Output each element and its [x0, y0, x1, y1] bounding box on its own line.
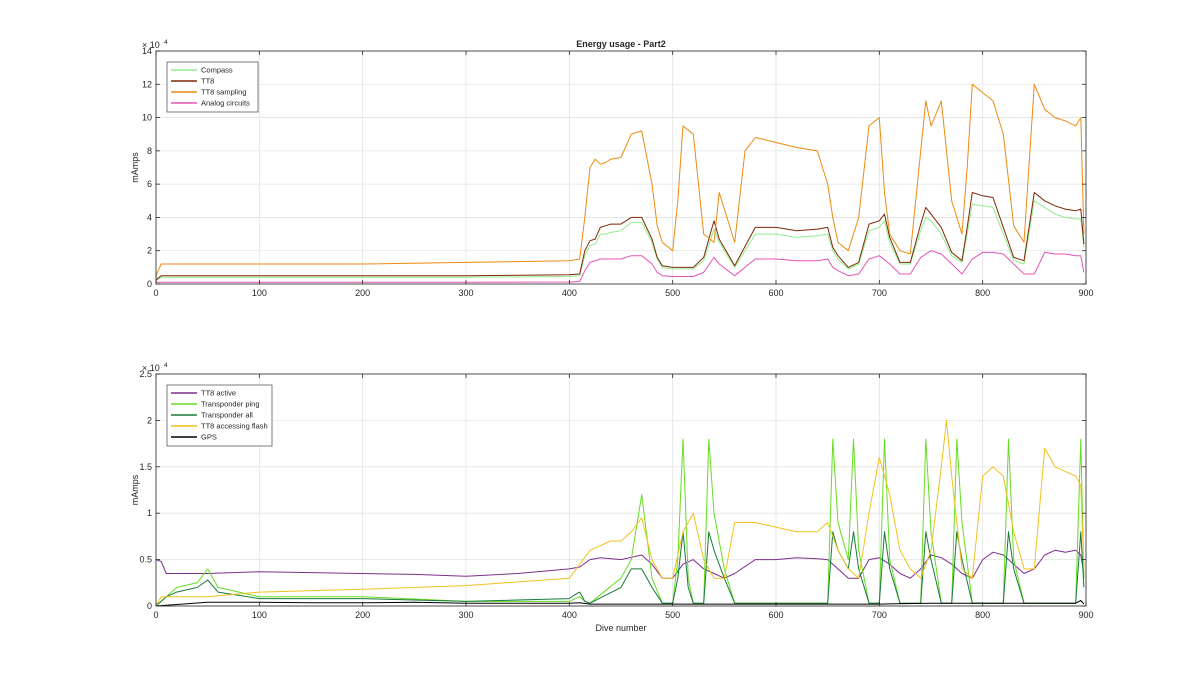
x-tick-label: 0 [153, 288, 158, 298]
legend: Compass TT8 TT8 sampling Analog circuits [166, 61, 259, 113]
y-tick-label: 1 [147, 508, 152, 518]
bottom-chart-panel: 0 100 200 300 400 500 600 700 800 900 0 0.5 1 1.5 2 2.5… [130, 362, 1094, 633]
legend: TT8 active Transponder ping Transponder al… [166, 384, 273, 447]
y-tick-label: 0 [147, 279, 152, 289]
y-tick-label: 0 [147, 601, 152, 611]
x-tick-label: 300 [458, 610, 473, 620]
legend-entry: Transponder ping [201, 400, 260, 409]
x-tick-label: 0 [153, 610, 158, 620]
x-tick-label: 400 [562, 610, 577, 620]
series-line-2 [155, 83, 1085, 276]
x-tick-label: 700 [872, 288, 887, 298]
y-tick-label: 0.5 [139, 555, 152, 565]
y-tick-label: 2.5 [139, 369, 152, 379]
series-line-0 [155, 200, 1085, 282]
y-axis-label: mAmps [130, 474, 140, 505]
x-tick-label: 900 [1078, 610, 1093, 620]
y-tick-label: 8 [147, 146, 152, 156]
y-exponent-power: 4 [164, 39, 168, 46]
y-tick-label: 10 [142, 113, 152, 123]
y-tick-label: 1.5 [139, 462, 152, 472]
y-tick-label: 6 [147, 179, 152, 189]
legend-entry: GPS [201, 433, 217, 442]
x-tick-label: 300 [458, 288, 473, 298]
top-chart-panel: 0 100 200 300 400 500 600 700 800 900 0 2 4 6 8 10 12 14×… [130, 39, 1094, 298]
x-tick-label: 200 [355, 288, 370, 298]
x-tick-label: 100 [252, 288, 267, 298]
x-tick-label: 600 [768, 288, 783, 298]
series-line-4 [155, 599, 1085, 607]
axes-box [155, 373, 1087, 607]
x-tick-label: 500 [665, 610, 680, 620]
y-exponent-label: × 10 [142, 363, 160, 373]
y-tick-label: 2 [147, 246, 152, 256]
x-tick-label: 500 [665, 288, 680, 298]
legend-entry: TT8 accessing flash [201, 422, 268, 431]
y-tick-label: 14 [142, 46, 152, 56]
series-line-3 [155, 419, 1085, 607]
series-line-1 [155, 192, 1085, 281]
y-exponent-power: 4 [164, 362, 168, 369]
legend-entry: Analog circuits [201, 99, 250, 108]
x-tick-label: 800 [975, 610, 990, 620]
axes-box [155, 50, 1087, 285]
plot-area [156, 51, 1086, 284]
y-axis-label: mAmps [130, 152, 140, 183]
series-line-0 [155, 549, 1085, 579]
x-tick-label: 900 [1078, 288, 1093, 298]
y-tick-label: 12 [142, 79, 152, 89]
series-line-3 [156, 250, 1085, 283]
x-tick-label: 800 [975, 288, 990, 298]
legend-entry: TT8 [201, 77, 214, 86]
legend-entry: TT8 sampling [201, 88, 246, 97]
x-tick-label: 200 [355, 610, 370, 620]
x-tick-label: 600 [768, 610, 783, 620]
y-tick-label: 4 [147, 212, 152, 222]
legend-entry: Transponder all [201, 411, 253, 420]
x-axis-label: Dive number [595, 623, 646, 633]
legend-entry: TT8 active [201, 389, 236, 398]
y-tick-label: 2 [147, 415, 152, 425]
x-tick-label: 700 [872, 610, 887, 620]
plot-area [156, 374, 1086, 606]
legend-entry: Compass [201, 66, 233, 75]
y-exponent-label: × 10 [142, 40, 160, 50]
x-tick-label: 400 [562, 288, 577, 298]
x-tick-label: 100 [252, 610, 267, 620]
chart-title: Energy usage - Part2 [576, 39, 666, 49]
